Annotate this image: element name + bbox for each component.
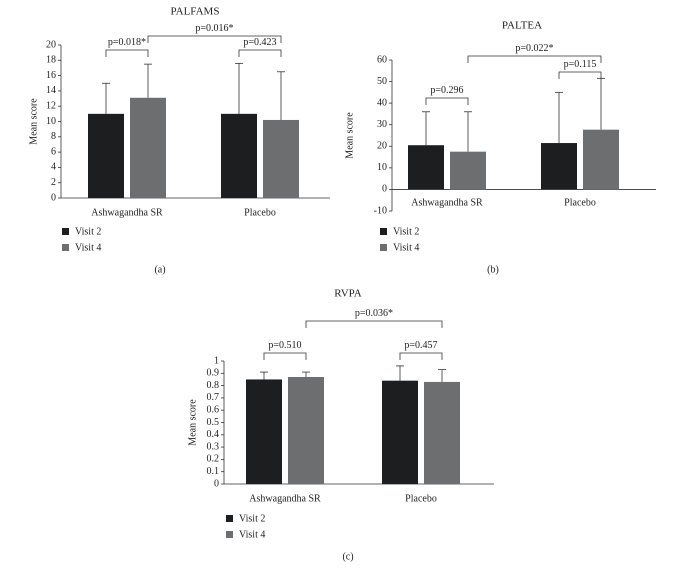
p-value-between-bracket: [147, 35, 282, 43]
legend-label: Visit 4: [393, 242, 419, 253]
p-value-left-label: p=0.018*: [108, 37, 146, 48]
bar: [221, 113, 257, 198]
y-tick-label: 0.1: [207, 466, 220, 477]
y-tick-label: 0.2: [207, 454, 220, 465]
y-tick-label: 16: [46, 70, 56, 81]
p-value-right-bracket: [399, 352, 443, 360]
p-value-left-label: p=0.296: [430, 85, 463, 96]
bar: [246, 379, 282, 484]
p-value-between-label: p=0.036*: [355, 308, 393, 319]
y-tick-label: 40: [377, 97, 387, 108]
p-value-between-bracket: [467, 55, 602, 63]
chart-title: RVPA: [334, 288, 362, 300]
p-value-right-bracket: [238, 49, 282, 57]
legend-swatch: [226, 515, 233, 522]
legend-swatch: [226, 531, 233, 538]
p-value-left-bracket: [105, 49, 149, 57]
x-tick-label: Placebo: [244, 207, 276, 218]
y-tick-label: 0.6: [207, 404, 220, 415]
panel-label: (c): [342, 551, 353, 562]
legend-label: Visit 4: [239, 529, 265, 540]
legend-swatch: [62, 244, 69, 251]
chart-title: PALTEA: [502, 20, 542, 32]
y-tick-label: 4: [51, 162, 56, 173]
y-tick-label: 10: [377, 162, 387, 173]
panel-label: (b): [487, 264, 499, 275]
y-tick-label: 0: [214, 478, 219, 489]
bar: [408, 145, 444, 190]
y-axis-label: Mean score: [28, 98, 39, 145]
y-tick-label: 0.8: [207, 380, 220, 391]
x-tick-label: Ashwagandha SR: [91, 207, 163, 218]
y-tick-label: 0.3: [207, 441, 220, 452]
chart-title: PALFAMS: [171, 6, 220, 18]
p-value-left-bracket: [425, 97, 469, 105]
bar: [263, 119, 299, 198]
p-value-between-bracket: [305, 320, 443, 328]
p-value-left-bracket: [263, 352, 307, 360]
y-tick-label: 20: [377, 141, 387, 152]
y-tick-label: 18: [46, 55, 56, 66]
bar: [88, 113, 124, 198]
bar: [424, 381, 460, 484]
y-axis-label: Mean score: [187, 399, 198, 446]
x-tick-label: Placebo: [405, 493, 437, 504]
y-tick-label: 0.9: [207, 368, 220, 379]
legend-label: Visit 2: [393, 226, 419, 237]
legend-swatch: [62, 228, 69, 235]
y-tick-label: -10: [374, 205, 387, 216]
y-tick-label: 2: [51, 177, 56, 188]
bar: [288, 376, 324, 484]
x-tick-label: Ashwagandha SR: [249, 493, 321, 504]
p-value-between-label: p=0.016*: [195, 23, 233, 34]
y-tick-label: 12: [46, 100, 56, 111]
y-axis-label: Mean score: [344, 112, 355, 159]
y-tick-label: 0.4: [207, 429, 220, 440]
x-tick-label: Ashwagandha SR: [411, 197, 483, 208]
legend-label: Visit 2: [239, 513, 265, 524]
bar: [541, 143, 577, 190]
legend-label: Visit 2: [75, 226, 101, 237]
y-tick-label: 8: [51, 131, 56, 142]
p-value-right-bracket: [558, 71, 602, 79]
p-value-right-label: p=0.423: [243, 37, 276, 48]
y-tick-label: 0.7: [207, 392, 220, 403]
bar: [450, 151, 486, 190]
p-value-left-label: p=0.510: [268, 340, 301, 351]
y-tick-label: 14: [46, 85, 56, 96]
bar: [382, 380, 418, 484]
y-tick-label: 0.5: [207, 417, 220, 428]
legend-label: Visit 4: [75, 242, 101, 253]
legend-swatch: [380, 244, 387, 251]
chart-panel: PALTEA -10 0 10 20 30 40 50 60 Mean score Ashwagan…: [344, 20, 656, 275]
y-tick-label: 1: [214, 355, 219, 366]
x-tick-label: Placebo: [564, 197, 596, 208]
chart-panel: RVPA 00.10.2 0.30.40.5 0.60.70.80.9 1 Mean sc…: [187, 288, 494, 562]
y-tick-label: 20: [46, 39, 56, 50]
y-tick-label: 60: [377, 54, 387, 65]
y-tick-label: 0: [51, 192, 56, 203]
bar: [130, 97, 166, 198]
p-value-between-label: p=0.022*: [515, 43, 553, 54]
bar: [583, 129, 619, 190]
p-value-right-label: p=0.457: [404, 340, 437, 351]
y-tick-label: 6: [51, 146, 56, 157]
p-value-right-label: p=0.115: [564, 59, 597, 70]
y-tick-label: 0: [382, 184, 387, 195]
y-tick-label: 30: [377, 119, 387, 130]
y-tick-label: 10: [46, 116, 56, 127]
y-tick-label: 50: [377, 76, 387, 87]
legend-swatch: [380, 228, 387, 235]
chart-panel: PALFAMS 0 2 4 6 8 10 12 14 16 18 20 Mean score Ashwag…: [28, 6, 330, 275]
panel-label: (a): [154, 264, 165, 275]
